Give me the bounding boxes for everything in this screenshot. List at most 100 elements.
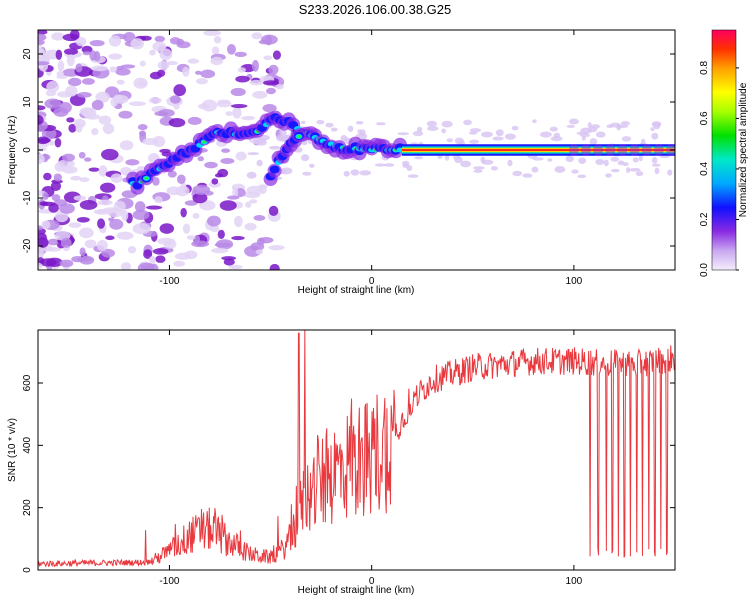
heatmap-speckle [101,248,115,258]
heatmap-speckle [581,135,586,141]
heatmap-speckle [355,121,364,125]
colorbar-tick-label: 0.2 [699,212,710,226]
heatmap-speckle [610,156,620,162]
heatmap-speckle [46,81,60,93]
snr-x-tick-label: -100 [159,576,179,587]
heatmap-speckle [568,118,579,125]
heatmap-speckle [127,245,137,254]
heatmap-speckle [507,159,513,167]
heatmap-speckle [576,131,589,135]
heatmap-speckle [163,240,177,249]
heatmap-speckle [210,56,224,66]
heatmap-speckle [96,239,108,252]
heatmap-speckle [232,186,239,199]
heatmap-speckle [97,218,106,229]
heatmap-speckle [268,64,279,75]
heatmap-speckle [38,250,45,258]
heatmap-speckle [169,95,181,104]
spectrogram-y-tick-label: -20 [22,238,33,253]
heatmap-speckle [577,174,587,179]
heatmap-speckle [237,67,246,73]
heatmap-speckle [213,36,222,44]
heatmap-speckle [571,169,579,174]
heatmap-speckle [192,192,208,204]
heatmap-speckle [221,256,237,261]
heatmap-speckle [246,171,257,179]
heatmap-speckle [650,127,655,132]
heatmap-speckle [253,215,266,221]
heatmap-speckle [211,46,220,55]
heatmap-speckle [230,103,248,109]
heatmap-speckle [490,166,498,171]
heatmap-speckle [220,158,235,165]
heatmap-speckle [554,166,566,173]
heatmap-speckle [149,256,156,264]
heatmap-speckle [187,58,200,64]
heatmap-speckle [492,136,504,141]
heatmap-speckle [262,80,280,86]
heatmap-speckle [173,84,186,97]
heatmap-speckle [128,101,146,107]
snr-frame [37,329,676,571]
heatmap-speckle [108,35,122,47]
snr-y-tick-label: 600 [22,374,33,391]
heatmap-speckle [176,41,191,49]
heatmap-speckle [640,138,646,145]
spectrogram-y-tick-label: 20 [22,48,33,60]
heatmap-speckle [79,255,95,265]
heatmap-speckle [275,84,284,90]
heatmap-halo [605,144,616,156]
heatmap-speckle [460,160,472,168]
heatmap-speckle [79,199,98,210]
snr-x-tick-label: 100 [566,576,583,587]
heatmap-speckle [416,126,423,132]
heatmap-speckle [186,235,196,240]
heatmap-speckle [401,160,410,166]
heatmap-speckle [359,170,372,176]
heatmap-speckle [159,223,175,234]
heatmap-speckle [251,32,263,40]
heatmap-speckle [78,151,86,159]
heatmap-speckle [38,138,51,143]
heatmap-speckle [211,178,219,185]
heatmap-halo [593,144,604,156]
heatmap-speckle [91,128,99,136]
heatmap-speckle [166,61,179,66]
heatmap-speckle [195,70,202,75]
heatmap-speckle [82,78,95,85]
heatmap-speckle [125,159,140,166]
heatmap-speckle [149,263,159,270]
spectrogram-y-tick-label: 0 [22,147,33,153]
heatmap-speckle [412,130,424,137]
heatmap-speckle [79,247,86,257]
heatmap-speckle [230,87,246,97]
heatmap-speckle [42,192,49,200]
heatmap-speckle [463,119,472,126]
snr-y-label: SNR (10 * v/v) [7,418,18,482]
heatmap-speckle [110,97,119,107]
heatmap-speckle [268,244,285,251]
heatmap-speckle [67,77,82,87]
heatmap-speckle [191,240,210,248]
heatmap-speckle [148,97,162,104]
heatmap-speckle [468,139,480,144]
heatmap-speckle [259,185,267,195]
heatmap-speckle [70,175,82,181]
heatmap-speckle [77,91,92,98]
heatmap-speckle [98,115,112,125]
heatmap-speckle [41,128,57,140]
heatmap-speckle [347,125,354,132]
heatmap-speckle [216,100,232,108]
spectrogram-x-tick-label: 100 [566,276,583,287]
heatmap-speckle [532,157,544,161]
heatmap-speckle [152,248,169,255]
heatmap-speckle [154,196,163,204]
heatmap-speckle [245,201,252,208]
heatmap-speckle [522,173,533,178]
heatmap-speckle [203,30,221,36]
heatmap-speckle [145,205,163,210]
heatmap-speckle [43,172,52,181]
heatmap-speckle [211,247,229,254]
heatmap-speckle [38,61,50,66]
heatmap-speckle [251,59,259,72]
